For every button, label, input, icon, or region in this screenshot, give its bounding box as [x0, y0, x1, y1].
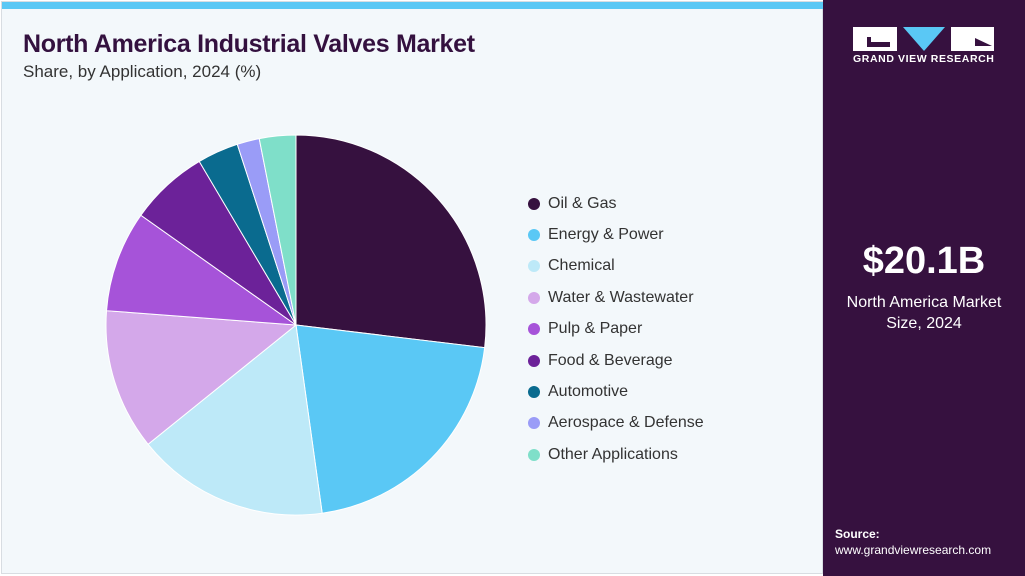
legend-label: Energy & Power — [548, 226, 664, 244]
legend-item: Other Applications — [528, 439, 704, 470]
legend-item: Chemical — [528, 251, 704, 282]
market-size-label: North America Market Size, 2024 — [823, 292, 1025, 334]
pie-slice-pulp-paper — [106, 214, 298, 326]
chart-title: North America Industrial Valves Market — [23, 30, 475, 58]
source: Source: www.grandviewresearch.com — [835, 526, 991, 558]
legend-swatch — [528, 354, 540, 367]
legend-label: Other Applications — [548, 445, 678, 463]
legend-item: Automotive — [528, 376, 704, 407]
pie-chart — [105, 134, 487, 516]
market-label-line2: Size, 2024 — [886, 315, 962, 332]
legend-label: Water & Wastewater — [548, 288, 694, 306]
legend-item: Food & Beverage — [528, 345, 704, 376]
legend-label: Food & Beverage — [548, 351, 673, 369]
legend-swatch — [528, 386, 540, 399]
legend: Oil & Gas Energy & Power Chemical Water & W… — [528, 188, 704, 471]
legend-swatch — [528, 197, 540, 210]
legend-swatch — [528, 229, 540, 242]
accent-bar — [2, 2, 824, 9]
legend-swatch — [528, 260, 540, 273]
legend-label: Chemical — [548, 257, 615, 275]
legend-swatch — [528, 323, 540, 336]
brand-name: GRAND VIEW RESEARCH — [853, 53, 995, 65]
gvr-logo — [853, 27, 994, 51]
pie-slice-chemical — [147, 324, 323, 516]
pie-slice-oil-gas — [295, 134, 487, 349]
source-url[interactable]: www.grandviewresearch.com — [835, 543, 992, 557]
source-label: Source: — [835, 527, 880, 541]
legend-item: Oil & Gas — [528, 188, 704, 219]
sidebar: GRAND VIEW RESEARCH $20.1B North America… — [823, 0, 1025, 576]
legend-label: Aerospace & Defense — [548, 414, 704, 432]
chart-panel: North America Industrial Valves Market S… — [1, 1, 824, 574]
chart-subtitle: Share, by Application, 2024 (%) — [23, 62, 262, 81]
legend-item: Water & Wastewater — [528, 282, 704, 313]
pie-slice-water-wastewater — [105, 310, 298, 445]
market-size-value: $20.1B — [862, 240, 986, 282]
legend-label: Oil & Gas — [548, 194, 617, 212]
legend-item: Aerospace & Defense — [528, 408, 704, 439]
legend-label: Pulp & Paper — [548, 320, 643, 338]
legend-swatch — [528, 448, 540, 461]
legend-label: Automotive — [548, 383, 629, 401]
pie-slice-energy-power — [295, 324, 486, 514]
legend-item: Energy & Power — [528, 219, 704, 250]
market-label-line1: North America Market — [846, 294, 1002, 311]
legend-swatch — [528, 417, 540, 430]
legend-item: Pulp & Paper — [528, 314, 704, 345]
pie-slice-other-applications — [258, 134, 297, 326]
legend-swatch — [528, 291, 540, 304]
